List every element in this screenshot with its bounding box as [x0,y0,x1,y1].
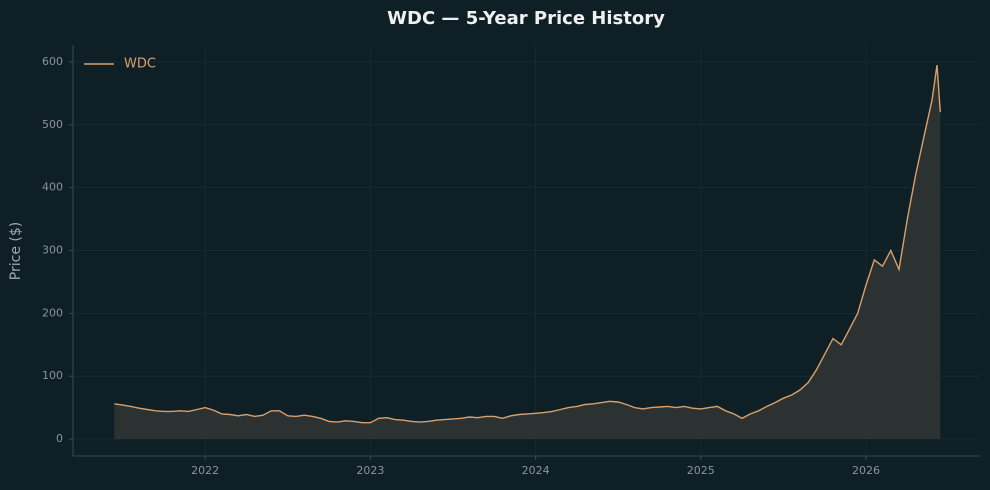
x-tick-label: 2026 [852,464,880,477]
y-axis-label: Price ($) [8,222,24,280]
y-tick-label: 300 [42,244,63,257]
x-tick-label: 2023 [356,464,384,477]
x-tick-label: 2025 [687,464,715,477]
y-tick-label: 500 [42,118,63,131]
y-tick-label: 0 [56,432,63,445]
x-tick-label: 2024 [522,464,550,477]
line [114,65,941,424]
chart-title: WDC — 5-Year Price History [387,8,665,29]
x-tick-label: 2022 [191,464,219,477]
y-tick-label: 600 [42,55,63,68]
y-tick-label: 100 [42,369,63,382]
y-tick-label: 400 [42,181,63,194]
legend-label: WDC [124,57,156,72]
y-tick-label: 200 [42,306,63,319]
area [114,65,941,440]
